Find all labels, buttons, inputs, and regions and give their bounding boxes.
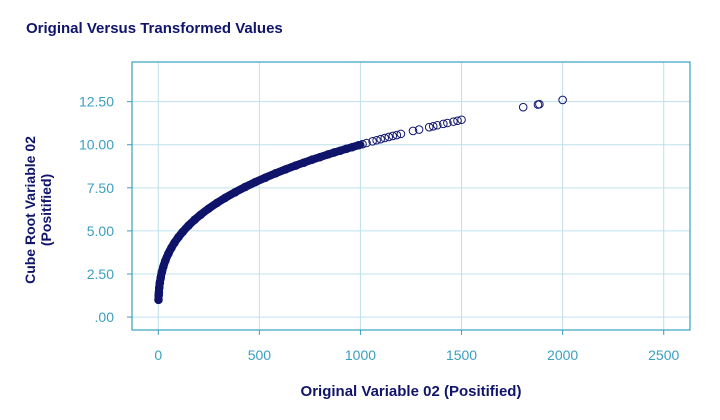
data-point: [384, 132, 394, 142]
data-point: [457, 115, 466, 125]
data-point: [271, 169, 280, 178]
x-tick-label: 2000: [547, 347, 578, 363]
data-point: [220, 193, 230, 203]
y-tick-label: 7.50: [87, 180, 114, 196]
data-point: [240, 182, 250, 192]
data-point: [392, 130, 402, 140]
data-point: [376, 134, 385, 144]
x-tick-label: 500: [248, 347, 272, 363]
y-tick-label: 2.50: [87, 266, 114, 282]
data-point: [157, 267, 167, 277]
plot-area: [132, 62, 690, 330]
data-point: [159, 262, 168, 272]
data-point: [156, 273, 166, 282]
x-tick-label: 2500: [648, 347, 679, 363]
data-point: [362, 138, 371, 148]
data-point: [408, 126, 418, 136]
data-point: [167, 243, 176, 253]
data-point: [155, 278, 165, 287]
data-point: [388, 131, 398, 141]
y-tick-label: 12.50: [79, 94, 114, 110]
data-point: [230, 187, 240, 197]
data-point: [449, 117, 458, 126]
data-point: [439, 119, 448, 129]
data-point: [414, 125, 424, 134]
data-point: [396, 129, 406, 139]
y-tick-label: .00: [95, 309, 115, 325]
data-point: [212, 198, 222, 208]
data-point: [154, 287, 164, 297]
data-point: [204, 204, 214, 213]
data-point: [558, 95, 567, 105]
data-point: [348, 142, 357, 152]
data-point: [443, 118, 452, 128]
data-point: [299, 158, 309, 167]
y-tick-label: 10.00: [79, 137, 114, 153]
data-point: [453, 116, 462, 126]
plot-frame: [131, 61, 691, 331]
data-point: [315, 152, 325, 162]
data-point: [184, 221, 193, 230]
data-point: [190, 215, 199, 224]
x-tick-label: 1000: [345, 347, 376, 363]
data-point: [354, 140, 363, 150]
data-point: [307, 155, 317, 165]
data-point: [518, 102, 528, 112]
data-point: [368, 136, 377, 146]
data-point: [335, 146, 345, 156]
data-point: [424, 122, 434, 132]
data-point: [251, 177, 260, 187]
data-point: [161, 256, 170, 266]
data-point: [329, 148, 339, 157]
data-point: [535, 99, 544, 109]
data-point: [291, 161, 301, 170]
data-point: [178, 227, 187, 237]
data-point: [380, 133, 390, 143]
data-point: [342, 144, 351, 154]
data-point: [154, 283, 164, 292]
x-tick-label: 1500: [446, 347, 477, 363]
data-point: [358, 139, 367, 149]
data-point: [170, 238, 179, 248]
data-point: [196, 210, 206, 219]
y-tick-label: 5.00: [87, 223, 114, 239]
data-point: [323, 150, 333, 159]
x-axis-label: Original Variable 02 (Positified): [300, 383, 522, 400]
data-point: [432, 120, 442, 130]
chart-title: Original Versus Transformed Values: [26, 20, 283, 37]
data-point: [261, 173, 270, 182]
x-tick-label: 0: [154, 347, 162, 363]
data-point: [281, 165, 290, 174]
data-point: [372, 135, 381, 145]
data-point: [428, 121, 438, 131]
